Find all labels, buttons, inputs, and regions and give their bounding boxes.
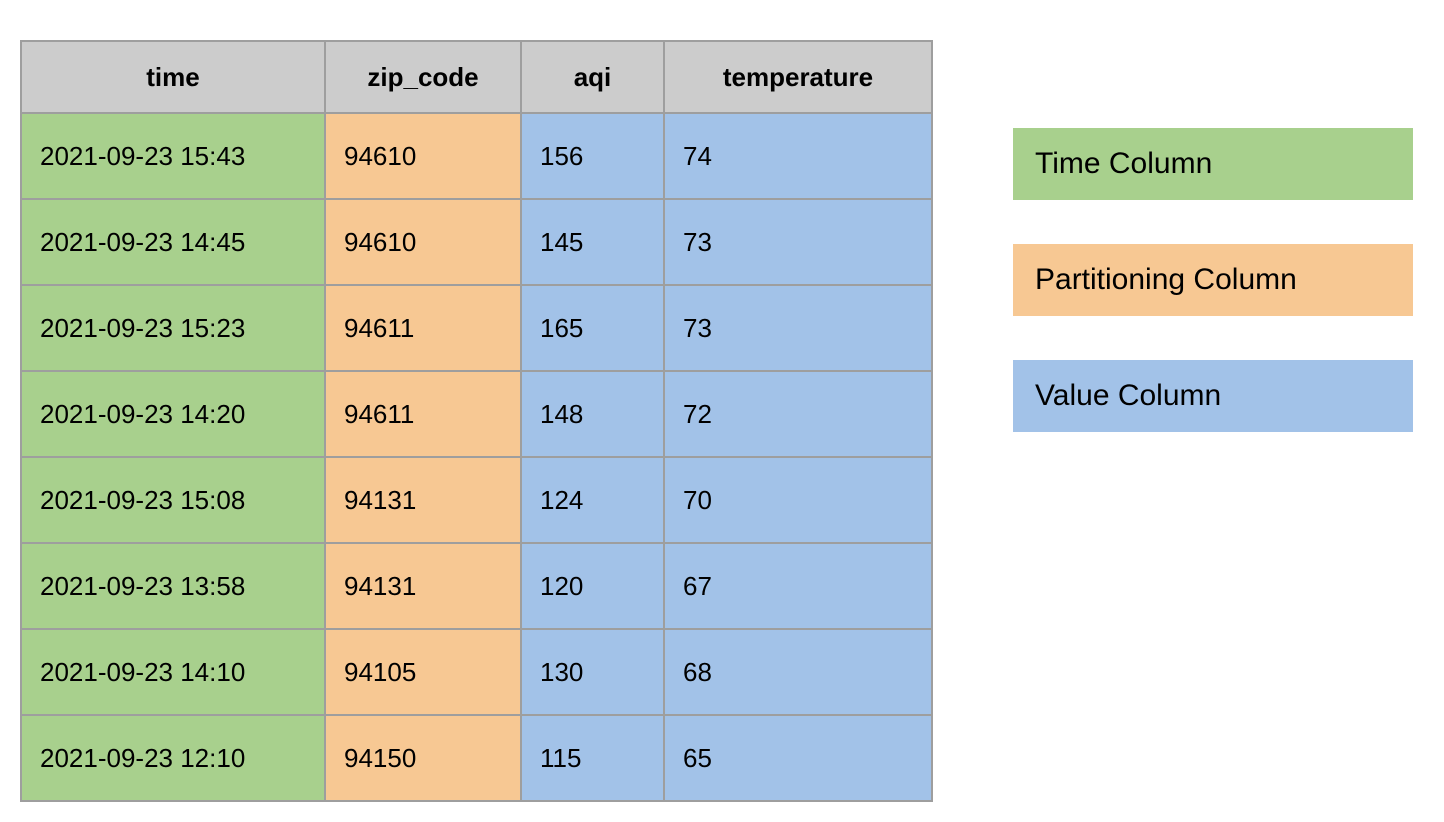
cell-aqi: 120 (521, 543, 664, 629)
legend-item-partition: Partitioning Column (1013, 244, 1413, 316)
cell-time: 2021-09-23 13:58 (21, 543, 325, 629)
table-header-row: time zip_code aqi temperature (21, 41, 932, 113)
table-row: 2021-09-23 15:089413112470 (21, 457, 932, 543)
header-temperature: temperature (664, 41, 932, 113)
cell-aqi: 115 (521, 715, 664, 801)
cell-aqi: 148 (521, 371, 664, 457)
cell-time: 2021-09-23 15:08 (21, 457, 325, 543)
cell-zip_code: 94131 (325, 543, 521, 629)
cell-zip_code: 94611 (325, 371, 521, 457)
cell-zip_code: 94611 (325, 285, 521, 371)
cell-aqi: 130 (521, 629, 664, 715)
header-aqi: aqi (521, 41, 664, 113)
table-row: 2021-09-23 14:459461014573 (21, 199, 932, 285)
diagram-container: time zip_code aqi temperature 2021-09-23… (0, 0, 1444, 822)
table-row: 2021-09-23 15:239461116573 (21, 285, 932, 371)
legend: Time Column Partitioning Column Value Colu… (1013, 40, 1413, 802)
data-table: time zip_code aqi temperature 2021-09-23… (20, 40, 933, 802)
cell-temperature: 74 (664, 113, 932, 199)
cell-aqi: 156 (521, 113, 664, 199)
cell-time: 2021-09-23 14:20 (21, 371, 325, 457)
legend-item-value: Value Column (1013, 360, 1413, 432)
cell-temperature: 70 (664, 457, 932, 543)
cell-zip_code: 94131 (325, 457, 521, 543)
table-row: 2021-09-23 15:439461015674 (21, 113, 932, 199)
cell-temperature: 67 (664, 543, 932, 629)
cell-temperature: 68 (664, 629, 932, 715)
cell-time: 2021-09-23 15:43 (21, 113, 325, 199)
cell-temperature: 73 (664, 199, 932, 285)
table-body: 2021-09-23 15:4394610156742021-09-23 14:… (21, 113, 932, 801)
cell-aqi: 124 (521, 457, 664, 543)
cell-time: 2021-09-23 12:10 (21, 715, 325, 801)
cell-zip_code: 94610 (325, 113, 521, 199)
cell-zip_code: 94610 (325, 199, 521, 285)
cell-zip_code: 94105 (325, 629, 521, 715)
header-zip-code: zip_code (325, 41, 521, 113)
table-row: 2021-09-23 14:109410513068 (21, 629, 932, 715)
cell-temperature: 73 (664, 285, 932, 371)
cell-temperature: 72 (664, 371, 932, 457)
cell-time: 2021-09-23 14:45 (21, 199, 325, 285)
header-time: time (21, 41, 325, 113)
table-row: 2021-09-23 13:589413112067 (21, 543, 932, 629)
cell-time: 2021-09-23 14:10 (21, 629, 325, 715)
legend-item-time: Time Column (1013, 128, 1413, 200)
table-row: 2021-09-23 12:109415011565 (21, 715, 932, 801)
cell-aqi: 145 (521, 199, 664, 285)
cell-aqi: 165 (521, 285, 664, 371)
cell-temperature: 65 (664, 715, 932, 801)
table-row: 2021-09-23 14:209461114872 (21, 371, 932, 457)
cell-zip_code: 94150 (325, 715, 521, 801)
cell-time: 2021-09-23 15:23 (21, 285, 325, 371)
